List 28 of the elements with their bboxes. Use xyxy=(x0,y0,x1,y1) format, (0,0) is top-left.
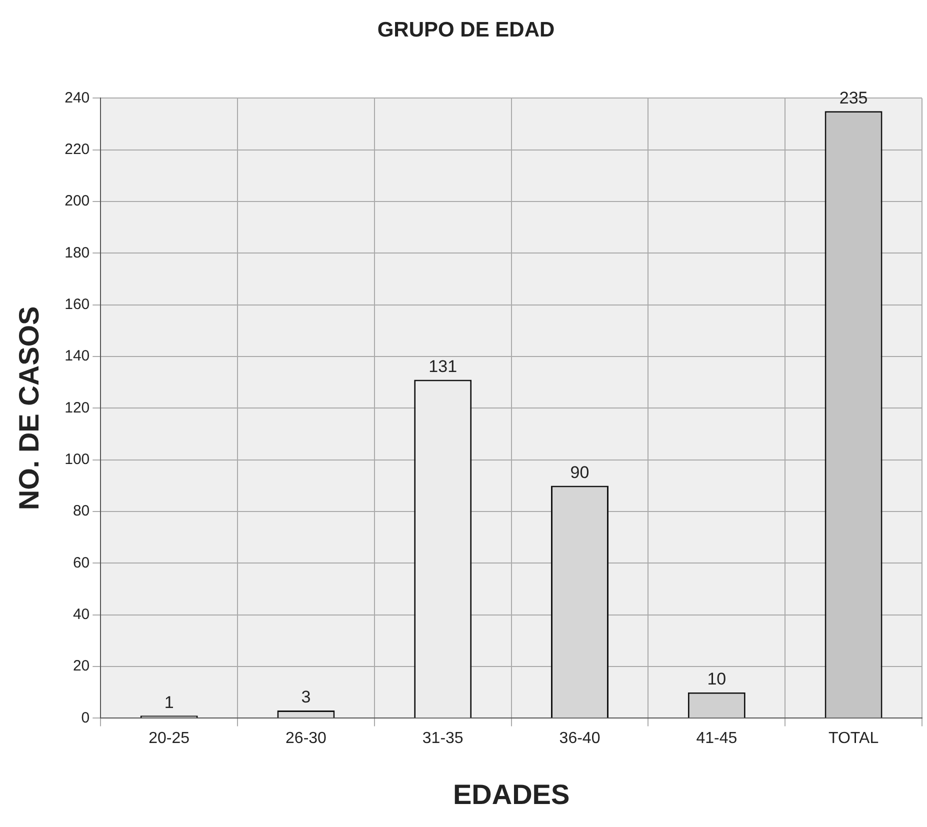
y-tick-label: 0 xyxy=(81,709,90,726)
x-tick-label: 26-30 xyxy=(286,730,327,748)
y-tick-label: 220 xyxy=(64,141,90,158)
x-tick-label: TOTAL xyxy=(828,730,879,748)
y-tick-label: 40 xyxy=(72,606,90,624)
data-label: 90 xyxy=(570,462,590,482)
y-tick-label: 180 xyxy=(64,244,90,262)
x-tick-label: 41-45 xyxy=(696,730,738,748)
y-tick-label: 120 xyxy=(64,399,90,416)
data-label: 131 xyxy=(428,356,458,376)
chart-title: GRUPO DE EDAD xyxy=(377,18,555,42)
y-tick-label: 100 xyxy=(64,451,90,468)
data-label: 3 xyxy=(301,688,311,707)
data-label: 1 xyxy=(164,692,174,712)
y-tick-label: 140 xyxy=(64,348,90,365)
y-tick-label: 200 xyxy=(64,192,90,210)
data-label: 10 xyxy=(707,670,726,689)
x-tick-label: 20-25 xyxy=(148,730,190,748)
x-axis-title: EDADES xyxy=(452,778,570,810)
y-tick-label: 240 xyxy=(64,89,90,106)
y-axis-title: NO. DE CASOS xyxy=(14,306,45,510)
data-label: 235 xyxy=(839,88,868,108)
x-tick-label: 31-35 xyxy=(422,730,464,748)
y-tick-label: 20 xyxy=(72,658,90,675)
y-tick-label: 60 xyxy=(72,554,90,572)
y-tick-label: 80 xyxy=(72,502,90,520)
x-tick-label: 36-40 xyxy=(559,730,600,748)
y-tick-label: 160 xyxy=(64,296,90,314)
